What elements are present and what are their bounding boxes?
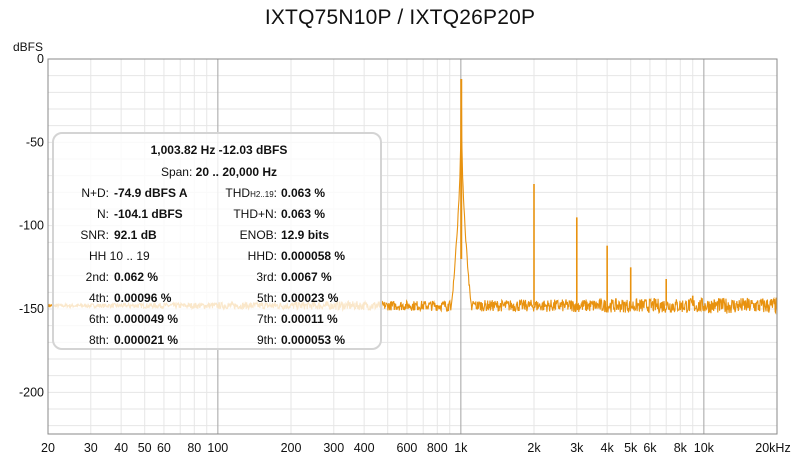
y-tick-labels: 0 -50 -100 -150 -200 bbox=[19, 52, 44, 399]
metric-row: 4th: 0.00096 % 5th: 0.00023 % bbox=[54, 291, 384, 307]
metric-label: THDH2..19: bbox=[225, 186, 277, 200]
metric-value: -104.1 dBFS bbox=[114, 207, 183, 221]
x-tick-label: 200 bbox=[281, 441, 302, 455]
metric-label: THD+N: bbox=[233, 207, 277, 221]
y-tick-label: -100 bbox=[19, 219, 44, 233]
x-tick-label: 10k bbox=[694, 441, 715, 455]
metric-value: 0.0067 % bbox=[281, 270, 332, 284]
metric-label: 9th: bbox=[256, 333, 277, 347]
x-tick-label: 60 bbox=[157, 441, 171, 455]
metric-row: N: -104.1 dBFS THD+N: 0.063 % bbox=[54, 207, 384, 223]
metric-label: HH 10 .. 19 bbox=[89, 249, 150, 263]
metric-value: 0.000021 % bbox=[114, 333, 179, 347]
span-value: 20 .. 20,000 Hz bbox=[195, 165, 278, 179]
metric-label: 2nd: bbox=[85, 270, 109, 284]
metric-value: 0.063 % bbox=[281, 186, 326, 200]
x-tick-labels: 20 30 40 50 60 80 100 200 300 400 600 800 1k 2k 3k 4k 5k… bbox=[41, 441, 791, 455]
metric-label: 5th: bbox=[256, 291, 277, 305]
metric-row: 8th: 0.000021 % 9th: 0.000053 % bbox=[54, 333, 384, 349]
span-label: Span: bbox=[160, 165, 193, 179]
metric-value: 92.1 dB bbox=[114, 228, 157, 242]
fundamental-readout: 1,003.82 Hz -12.03 dBFS bbox=[150, 143, 288, 157]
x-tick-label: 80 bbox=[187, 441, 201, 455]
span-readout: Span: 20 .. 20,000 Hz bbox=[54, 165, 384, 179]
metric-label: HHD: bbox=[247, 249, 277, 263]
measurement-panel: 1,003.82 Hz -12.03 dBFS Span: 20 .. 20,0… bbox=[52, 132, 382, 350]
metric-label: SNR: bbox=[80, 228, 109, 242]
metric-row: 6th: 0.000049 % 7th: 0.00011 % bbox=[54, 312, 384, 328]
metric-row: SNR: 92.1 dB ENOB: 12.9 bits bbox=[54, 228, 384, 244]
metric-value: 0.000053 % bbox=[281, 333, 346, 347]
metric-row: N+D: -74.9 dBFS A THDH2..19: 0.063 % bbox=[54, 186, 384, 202]
metric-value: 12.9 bits bbox=[281, 228, 330, 242]
x-tick-label: 8k bbox=[674, 441, 688, 455]
metric-value: 0.062 % bbox=[114, 270, 159, 284]
metric-value: 0.063 % bbox=[281, 207, 326, 221]
chart-title: IXTQ75N10P / IXTQ26P20P bbox=[264, 6, 536, 29]
x-tick-label: 100 bbox=[207, 441, 228, 455]
metric-label: N: bbox=[97, 207, 109, 221]
y-tick-label: -200 bbox=[19, 385, 44, 399]
metric-label: ENOB: bbox=[239, 228, 277, 242]
x-tick-label: 400 bbox=[354, 441, 375, 455]
metric-label: 8th: bbox=[88, 333, 109, 347]
y-axis-unit: dBFS bbox=[13, 40, 44, 54]
x-tick-label: 4k bbox=[601, 441, 615, 455]
y-tick-label: 0 bbox=[37, 52, 44, 66]
x-tick-label: 50 bbox=[138, 441, 152, 455]
metric-label: 4th: bbox=[88, 291, 109, 305]
x-tick-label: 20kHz bbox=[755, 441, 790, 455]
x-tick-label: 40 bbox=[114, 441, 128, 455]
x-tick-label: 3k bbox=[570, 441, 584, 455]
x-tick-label: 6k bbox=[643, 441, 657, 455]
y-tick-label: -50 bbox=[26, 135, 44, 149]
x-tick-label: 5k bbox=[624, 441, 638, 455]
metric-value: 0.00011 % bbox=[281, 312, 338, 326]
x-tick-label: 2k bbox=[527, 441, 541, 455]
metric-value: 0.00096 % bbox=[114, 291, 172, 305]
y-tick-label: -150 bbox=[19, 302, 44, 316]
metric-value: 0.000058 % bbox=[281, 249, 346, 263]
x-tick-label: 600 bbox=[397, 441, 418, 455]
metric-label: N+D: bbox=[81, 186, 109, 200]
plot-frame bbox=[47, 58, 778, 435]
x-tick-label: 20 bbox=[41, 441, 55, 455]
metric-row: 2nd: 0.062 % 3rd: 0.0067 % bbox=[54, 270, 384, 286]
x-tick-label: 30 bbox=[84, 441, 98, 455]
metric-label: 6th: bbox=[88, 312, 109, 326]
x-tick-label: 300 bbox=[323, 441, 344, 455]
metric-value: 0.00023 % bbox=[281, 291, 339, 305]
metric-label: 3rd: bbox=[256, 270, 277, 284]
x-tick-label: 1k bbox=[454, 441, 468, 455]
metric-value: 0.000049 % bbox=[114, 312, 179, 326]
metric-row: HH 10 .. 19 HHD: 0.000058 % bbox=[54, 249, 384, 265]
metric-label: 7th: bbox=[256, 312, 277, 326]
x-tick-label: 800 bbox=[427, 441, 448, 455]
metric-value: -74.9 dBFS A bbox=[114, 186, 188, 200]
